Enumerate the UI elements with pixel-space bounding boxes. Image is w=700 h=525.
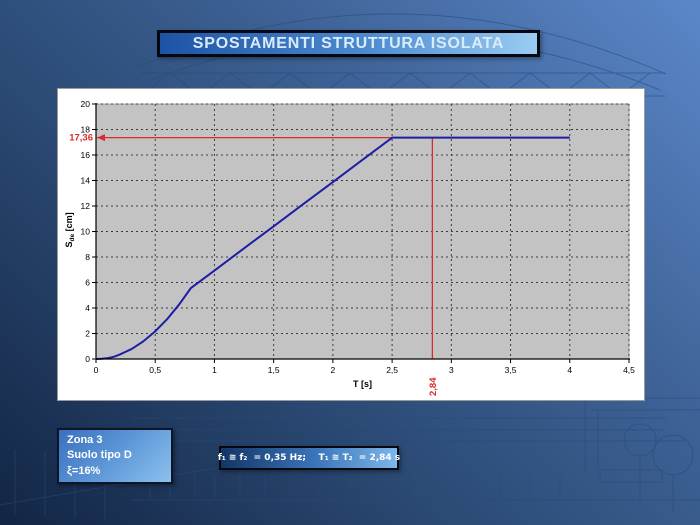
y-axis-title: Sde [cm]	[64, 212, 76, 247]
formula-box: f₁ ≅ f₂ = 0,35 Hz; T₁ ≅ T₂ = 2,84 s	[217, 446, 401, 470]
x-tick-label: 4	[567, 365, 572, 375]
title-text: SPOSTAMENTI STRUTTURA ISOLATA	[192, 34, 505, 52]
y-tick-label: 2	[85, 329, 90, 339]
chart-panel: 17,36 2,84 0 0,5 1 1,5 2 2,5 3 3,5 4 4,5 0 2 4 6 8 10 12 14…	[57, 88, 645, 401]
target-displacement-label: 17,36	[69, 133, 93, 144]
info-line-soil: Suolo tipo D	[67, 449, 132, 462]
y-tick-label: 12	[81, 201, 91, 211]
x-tick-label: 4,5	[623, 365, 635, 375]
info-line-damping: ξ=16%	[67, 464, 101, 477]
x-tick-label: 2,5	[386, 365, 398, 375]
y-tick-label: 18	[81, 125, 91, 135]
x-tick-label: 3,5	[505, 365, 517, 375]
y-tick-label: 8	[85, 252, 90, 262]
y-tick-label: 4	[85, 303, 90, 313]
y-tick-label: 16	[81, 150, 91, 160]
info-line-zone: Zona 3	[67, 434, 103, 446]
x-tick-label: 1,5	[268, 365, 280, 375]
target-period-label: 2,84	[428, 377, 439, 396]
y-tick-label: 10	[81, 227, 91, 237]
x-tick-label: 0	[94, 365, 99, 375]
spectrum-chart: 17,36 2,84 0 0,5 1 1,5 2 2,5 3 3,5 4 4,5 0 2 4 6 8 10 12 14…	[64, 99, 635, 396]
left-arrow-icon	[97, 134, 105, 142]
x-tick-label: 0,5	[149, 365, 161, 375]
y-tick-label: 6	[85, 278, 90, 288]
info-box: Zona 3 Suolo tipo D ξ=16%	[57, 428, 173, 484]
y-tick-label: 0	[85, 354, 90, 364]
x-tick-label: 1	[212, 365, 217, 375]
y-tick-label: 20	[81, 99, 91, 109]
spectrum-curve	[95, 136, 570, 360]
formula-text: f₁ ≅ f₂ = 0,35 Hz; T₁ ≅ T₂ = 2,84 s	[217, 453, 401, 463]
x-axis-title: T [s]	[353, 379, 372, 389]
y-tick-label: 14	[81, 176, 91, 186]
title-banner: SPOSTAMENTI STRUTTURA ISOLATA	[157, 30, 540, 57]
x-tick-label: 3	[449, 365, 454, 375]
x-tick-label: 2	[331, 365, 336, 375]
